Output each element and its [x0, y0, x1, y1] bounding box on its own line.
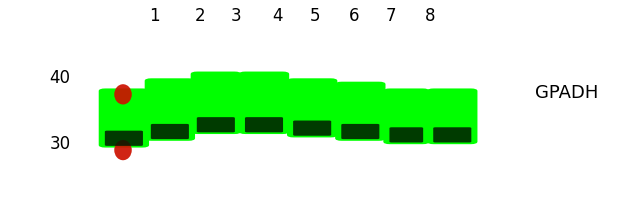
Text: 5: 5	[310, 7, 320, 26]
FancyBboxPatch shape	[389, 127, 423, 143]
FancyBboxPatch shape	[151, 124, 189, 139]
Text: 6: 6	[349, 7, 359, 26]
FancyBboxPatch shape	[335, 82, 386, 141]
FancyBboxPatch shape	[191, 71, 241, 134]
FancyBboxPatch shape	[245, 117, 283, 132]
FancyBboxPatch shape	[383, 88, 429, 144]
Text: 8: 8	[425, 7, 435, 26]
FancyBboxPatch shape	[427, 88, 478, 144]
Text: 30: 30	[49, 135, 71, 153]
FancyBboxPatch shape	[433, 127, 471, 143]
Text: 40: 40	[49, 69, 71, 87]
FancyBboxPatch shape	[293, 121, 331, 136]
FancyBboxPatch shape	[99, 88, 149, 147]
Ellipse shape	[114, 140, 132, 160]
FancyBboxPatch shape	[105, 131, 143, 146]
FancyBboxPatch shape	[341, 124, 379, 139]
Text: 3: 3	[231, 7, 241, 26]
FancyBboxPatch shape	[197, 117, 235, 132]
FancyBboxPatch shape	[145, 78, 195, 141]
Text: 1: 1	[149, 7, 159, 26]
Ellipse shape	[114, 84, 132, 104]
Text: 7: 7	[386, 7, 396, 26]
Text: GPADH: GPADH	[536, 84, 598, 102]
FancyBboxPatch shape	[287, 78, 337, 137]
FancyBboxPatch shape	[239, 71, 289, 134]
Text: 2: 2	[195, 7, 205, 26]
Text: 4: 4	[272, 7, 282, 26]
